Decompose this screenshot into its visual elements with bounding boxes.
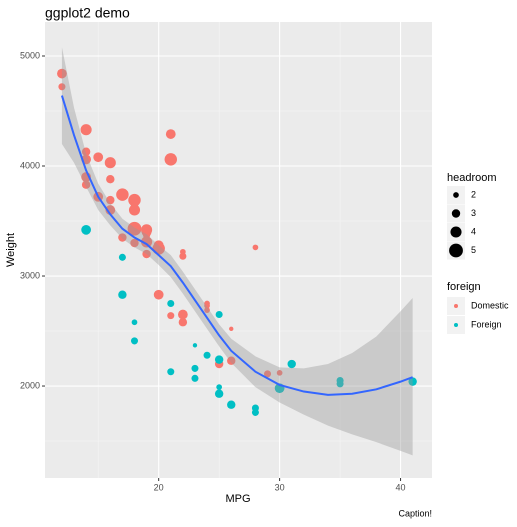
- point: [165, 129, 176, 139]
- point: [204, 302, 210, 309]
- point: [130, 238, 139, 248]
- points: [57, 68, 417, 416]
- point: [177, 309, 188, 320]
- point: [192, 343, 198, 348]
- legend-size-dot: [453, 192, 459, 198]
- legend-color-dot: [454, 323, 458, 327]
- point: [131, 319, 138, 326]
- y-tick-label: 4000: [20, 160, 40, 170]
- point: [106, 175, 115, 184]
- legend-size-dot: [451, 209, 461, 218]
- point: [203, 351, 211, 359]
- legend-title: foreign: [447, 281, 481, 293]
- point: [167, 368, 175, 376]
- point: [216, 384, 222, 390]
- confidence-band: [61, 47, 413, 456]
- point: [127, 221, 142, 236]
- chart-title: ggplot2 demo: [45, 5, 130, 21]
- point: [227, 356, 236, 365]
- caption: Caption!: [398, 508, 432, 518]
- legend-label: 5: [471, 245, 476, 255]
- y-tick-label: 3000: [20, 270, 40, 280]
- x-axis-label: MPG: [225, 493, 250, 505]
- legend-size-dot: [449, 243, 463, 258]
- point: [179, 252, 187, 260]
- legend-title: headroom: [447, 172, 497, 184]
- point: [118, 233, 127, 242]
- point: [164, 153, 177, 166]
- point: [204, 307, 210, 313]
- point: [214, 355, 224, 364]
- legend-label: 4: [471, 226, 476, 236]
- point: [104, 157, 116, 169]
- point: [264, 370, 272, 378]
- y-tick-label: 2000: [20, 380, 40, 390]
- point: [142, 249, 151, 259]
- x-tick-label: 40: [396, 482, 406, 492]
- point: [167, 312, 175, 320]
- point: [128, 204, 141, 216]
- legend-label: Domestic: [471, 300, 509, 310]
- point: [129, 197, 140, 208]
- point: [214, 389, 224, 398]
- point: [106, 195, 115, 205]
- grid: [45, 22, 432, 478]
- point: [141, 236, 153, 248]
- point: [93, 152, 104, 163]
- point: [81, 147, 91, 156]
- point: [178, 318, 188, 327]
- point: [118, 253, 126, 261]
- point: [180, 248, 186, 255]
- point: [336, 380, 344, 388]
- legend-color-dot: [454, 304, 458, 308]
- x-tick-label: 20: [154, 482, 164, 492]
- point: [80, 124, 92, 136]
- point: [81, 224, 91, 235]
- point: [229, 326, 234, 331]
- point: [57, 68, 67, 79]
- point: [191, 374, 199, 382]
- legend-label: 3: [471, 208, 476, 218]
- y-axis-label: Weight: [5, 233, 17, 267]
- point: [276, 369, 283, 376]
- point: [215, 310, 223, 319]
- legend-size-dot: [450, 226, 462, 238]
- point: [287, 359, 296, 369]
- point: [81, 180, 91, 189]
- point: [153, 240, 164, 251]
- point: [153, 289, 164, 300]
- point: [58, 83, 66, 91]
- foreground: 20 30 40 2000 3000 4000 5000 2 3 4 5 Domestic Foreig…: [20, 47, 509, 492]
- point: [227, 400, 236, 409]
- point: [118, 290, 127, 299]
- point: [167, 299, 175, 308]
- legend-label: Foreign: [471, 319, 502, 329]
- point: [130, 337, 139, 345]
- y-tick-label: 5000: [20, 50, 40, 60]
- point: [191, 364, 199, 372]
- x-tick-label: 30: [275, 482, 285, 492]
- point: [116, 188, 129, 201]
- point: [408, 377, 417, 386]
- point: [251, 404, 259, 412]
- point: [252, 244, 259, 251]
- legend-label: 2: [471, 189, 476, 199]
- panel: [45, 22, 432, 478]
- smooth-line: [60, 95, 413, 396]
